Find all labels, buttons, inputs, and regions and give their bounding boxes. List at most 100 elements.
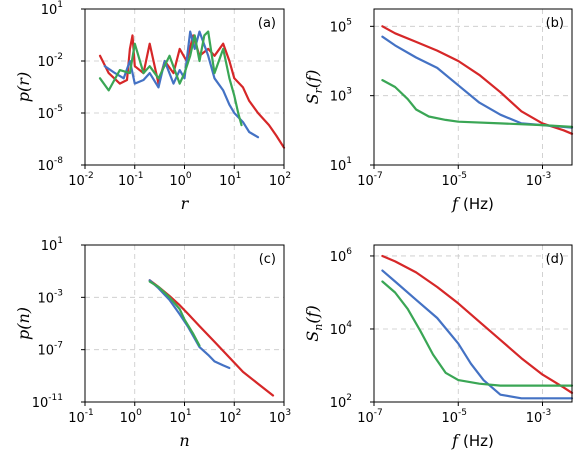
x-tick-label: 10-3 (526, 408, 552, 426)
x-tick-label: 10-1 (68, 408, 94, 426)
x-tick-label: 100 (169, 171, 192, 189)
y-tick-label: 101 (41, 0, 63, 18)
y-axis-subscript: n (312, 324, 325, 331)
y-tick-exponent: 4 (346, 320, 352, 330)
x-tick-exponent: -7 (374, 408, 383, 418)
panel-label: (a) (258, 16, 276, 31)
y-tick-label: 106 (330, 247, 353, 265)
x-tick-exponent: -2 (85, 171, 94, 181)
series-line-green (148, 280, 201, 347)
series-line-blue (148, 279, 231, 370)
y-tick-exponent: 1 (57, 0, 63, 10)
panel-label: (d) (546, 252, 564, 267)
series-line-green (381, 280, 574, 387)
x-tick-exponent: -7 (374, 171, 383, 181)
x-tick-label: 101 (169, 408, 191, 426)
y-tick-label: 103 (330, 87, 352, 105)
y-axis-main: S (303, 93, 322, 104)
x-tick-label: 103 (269, 408, 291, 426)
y-tick-exponent: -8 (54, 156, 63, 166)
x-tick-exponent: 1 (186, 408, 192, 418)
y-axis-label: Sn(f) (303, 305, 325, 341)
y-axis-label: p(n) (14, 307, 33, 340)
y-axis-label: p(r) (14, 72, 33, 102)
x-axis-var: f (451, 194, 461, 213)
series-line-green (381, 79, 574, 128)
x-axis-label: n (179, 431, 189, 450)
y-tick-exponent: -11 (48, 393, 63, 403)
y-axis-tail: (f) (303, 305, 322, 323)
x-tick-exponent: -3 (542, 408, 551, 418)
y-tick-exponent: -7 (54, 341, 63, 351)
x-tick-exponent: 0 (186, 171, 192, 181)
x-tick-label: 10-2 (68, 171, 94, 189)
x-tick-exponent: 2 (285, 171, 291, 181)
x-axis-label: f (Hz) (451, 431, 494, 450)
x-tick-exponent: 2 (236, 408, 242, 418)
x-axis-var: f (451, 431, 461, 450)
series-line-blue (381, 269, 574, 400)
y-tick-label: 10-11 (32, 393, 63, 411)
x-tick-label: 10-1 (118, 171, 144, 189)
x-axis-label: r (181, 194, 190, 213)
x-tick-label: 10-7 (357, 171, 383, 189)
y-axis-subscript: r (312, 87, 325, 93)
panel-label: (c) (259, 252, 276, 267)
y-tick-exponent: 1 (57, 236, 63, 246)
x-axis-unit: (Hz) (463, 432, 494, 450)
x-tick-label: 10-3 (526, 171, 552, 189)
x-tick-label: 10-5 (441, 171, 467, 189)
y-tick-exponent: -3 (54, 288, 63, 298)
x-tick-exponent: -5 (458, 408, 467, 418)
y-tick-label: 10-2 (37, 52, 63, 70)
x-tick-exponent: 1 (236, 171, 242, 181)
plot-frame (373, 8, 573, 166)
y-tick-exponent: -2 (54, 52, 63, 62)
y-tick-exponent: 6 (346, 247, 352, 257)
y-axis-tail: (f) (303, 70, 322, 88)
series-line-red (381, 25, 574, 135)
y-axis-label: Sr(f) (303, 70, 325, 105)
plot-frame (373, 244, 573, 403)
x-tick-label: 102 (269, 171, 291, 189)
series-line-green (98, 30, 243, 127)
series-line-blue (103, 30, 260, 139)
y-tick-exponent: 1 (346, 156, 352, 166)
y-tick-label: 10-7 (37, 341, 63, 359)
y-tick-label: 105 (330, 17, 352, 35)
y-tick-label: 102 (330, 393, 352, 411)
y-tick-exponent: 5 (346, 17, 352, 27)
y-tick-label: 10-8 (37, 156, 63, 174)
y-axis-main: S (303, 331, 322, 342)
y-tick-label: 104 (330, 320, 353, 338)
series-line-blue (381, 35, 574, 129)
plot-frame (84, 8, 285, 166)
x-tick-exponent: 0 (136, 408, 142, 418)
chart-panel-b: 10-7 10-5 10-3 101 103 105 (b) f (Hz) Sr(f) (303, 8, 574, 213)
chart-panel-d: 10-7 10-5 10-3 102 104 106 (d) f (Hz) Sn(f) (303, 244, 574, 450)
series-line-red (381, 254, 574, 394)
x-tick-exponent: -1 (135, 171, 144, 181)
x-tick-label: 101 (219, 171, 241, 189)
x-tick-exponent: -3 (542, 171, 551, 181)
x-tick-label: 100 (120, 408, 143, 426)
y-tick-exponent: -5 (54, 104, 63, 114)
x-axis-unit: (Hz) (463, 195, 494, 213)
y-tick-label: 101 (330, 156, 352, 174)
x-tick-label: 10-5 (441, 408, 467, 426)
y-tick-label: 10-3 (37, 288, 63, 306)
x-axis-label: f (Hz) (451, 194, 494, 213)
y-tick-exponent: 3 (346, 87, 352, 97)
x-tick-exponent: -5 (458, 171, 467, 181)
y-tick-label: 101 (41, 236, 63, 254)
x-tick-exponent: 3 (285, 408, 291, 418)
y-tick-label: 10-5 (37, 104, 63, 122)
x-tick-label: 10-7 (357, 408, 383, 426)
y-tick-exponent: 2 (346, 393, 352, 403)
x-tick-label: 102 (219, 408, 241, 426)
x-tick-exponent: -1 (85, 408, 94, 418)
panel-label: (b) (546, 16, 564, 31)
